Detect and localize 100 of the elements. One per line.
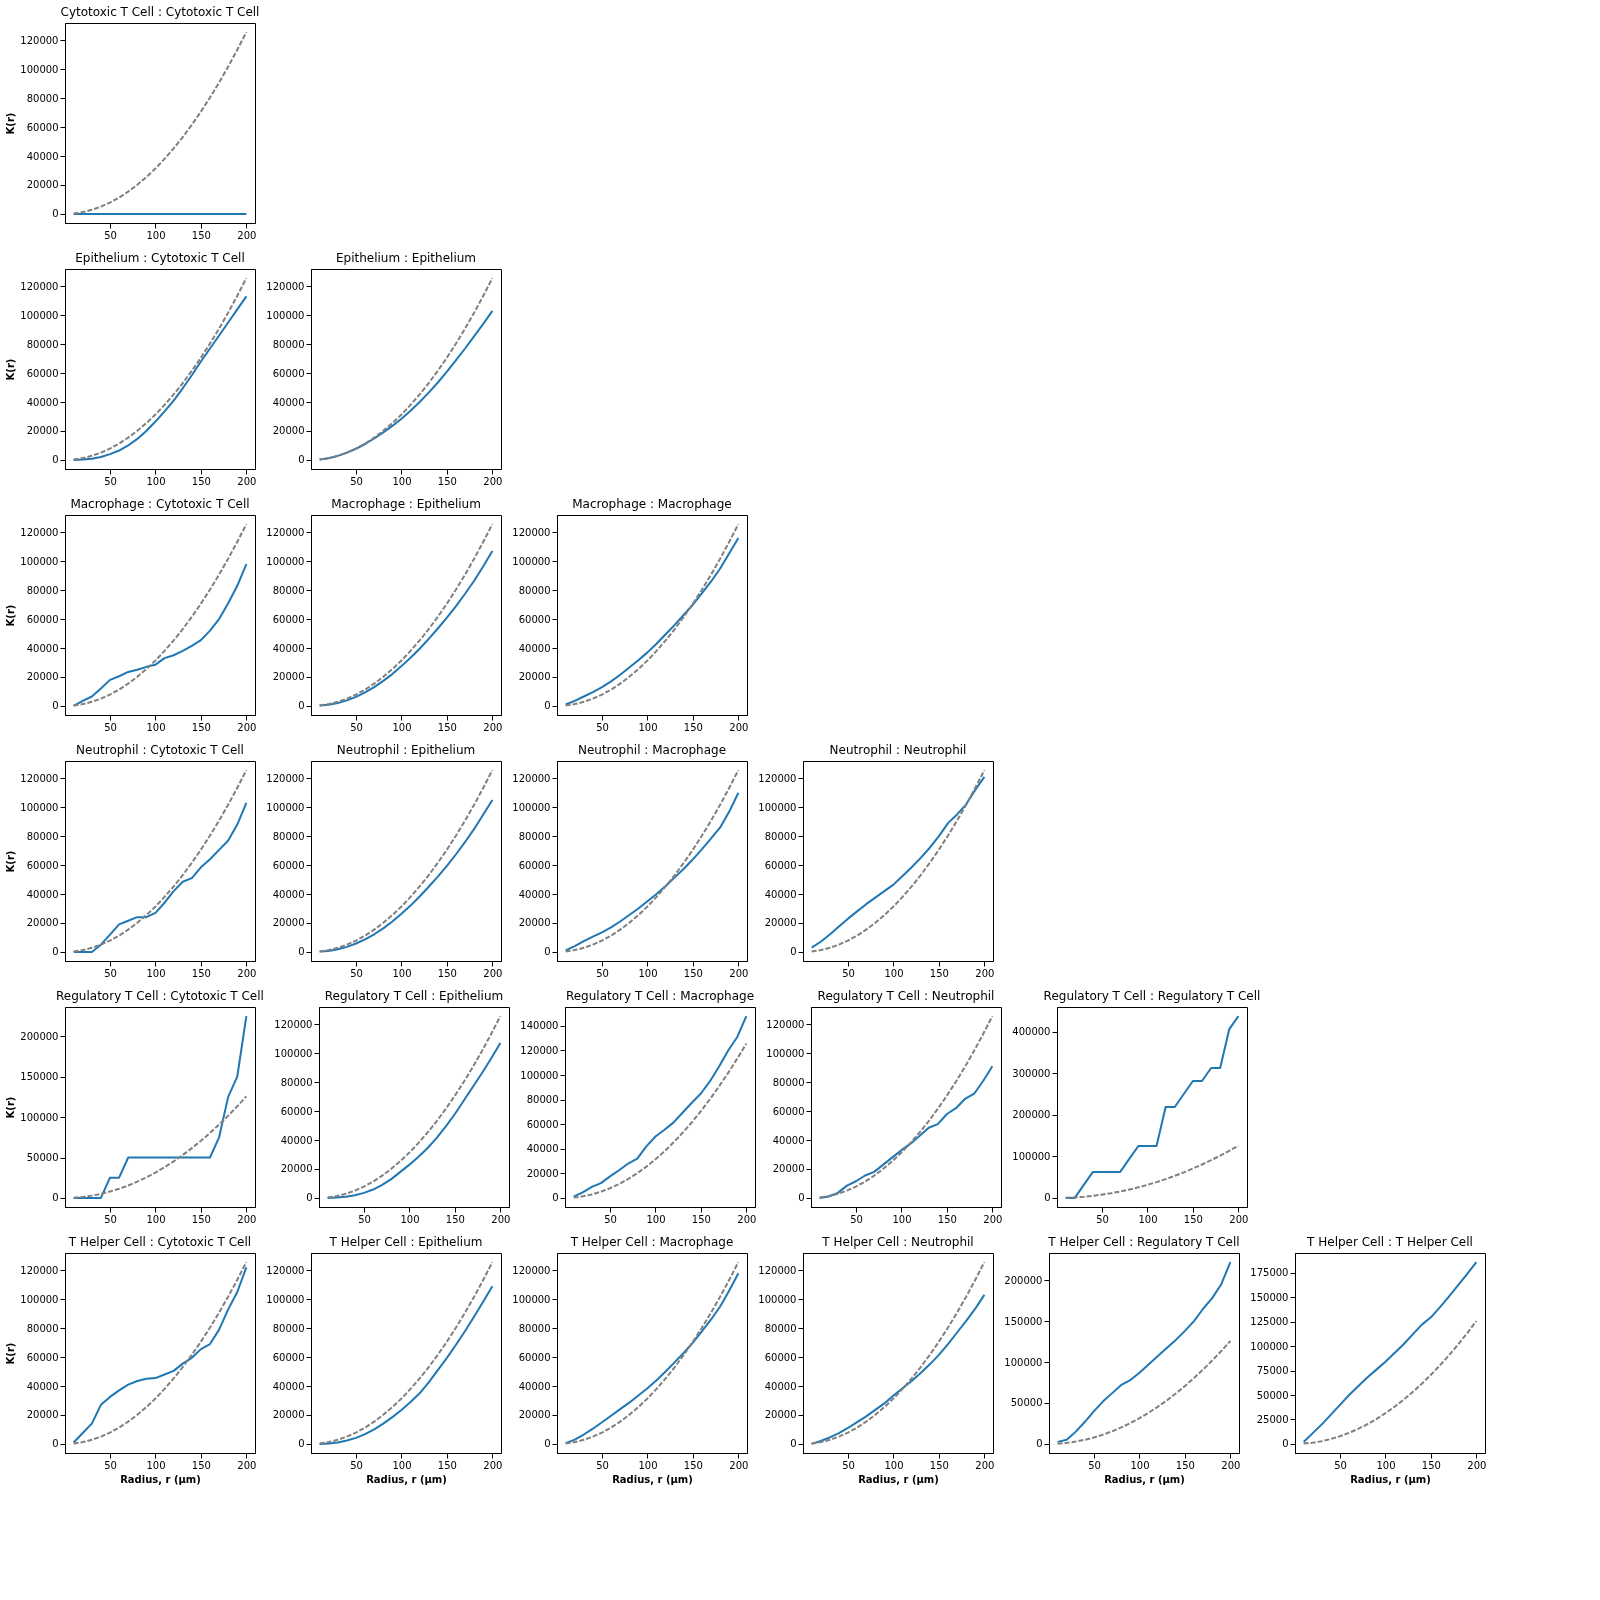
y-tick-label: 80000	[272, 338, 305, 350]
y-tick-label: 120000	[20, 526, 59, 538]
y-tick-label: 0	[1036, 1438, 1043, 1450]
x-tick-label: 100	[638, 967, 658, 979]
y-axis-title: K(r)	[5, 358, 17, 381]
chart-title: Macrophage : Macrophage	[572, 497, 732, 511]
x-tick-label: 50	[596, 721, 609, 733]
chart-title: Regulatory T Cell : Macrophage	[565, 989, 755, 1003]
y-tick-label: 80000	[280, 1076, 313, 1088]
y-tick-label: 20000	[764, 1409, 797, 1421]
x-tick-label: 200	[1221, 1459, 1241, 1471]
y-tick-label: 80000	[518, 584, 551, 596]
y-tick-label: 0	[52, 454, 59, 466]
line-series	[1064, 1144, 1240, 1199]
y-tick-label: 120000	[20, 772, 59, 784]
y-tick-label: 80000	[26, 584, 59, 596]
y-tick-label: 0	[1282, 1438, 1289, 1450]
y-tick-label: 20000	[272, 917, 305, 929]
y-tick-label: 60000	[764, 859, 797, 871]
y-tick-label: 100000	[20, 801, 59, 813]
y-tick-label: 20000	[518, 671, 551, 683]
y-tick-label: 20000	[518, 917, 551, 929]
y-tick-label: 100000	[20, 63, 59, 75]
y-tick-label: 40000	[280, 1134, 313, 1146]
y-tick-label: 100000	[20, 309, 59, 321]
y-tick-label: 0	[52, 1192, 59, 1204]
y-tick-label: 120000	[266, 280, 305, 292]
chart-title: Regulatory T Cell : Regulatory T Cell	[1043, 989, 1261, 1003]
x-tick-label: 50	[350, 721, 363, 733]
y-tick-label: 120000	[512, 1264, 551, 1276]
x-tick-label: 50	[350, 475, 363, 487]
y-tick-label: 80000	[26, 338, 59, 350]
y-tick-label: 40000	[272, 396, 305, 408]
y-tick-label: 100000	[512, 1293, 551, 1305]
chart-title: Regulatory T Cell : Neutrophil	[817, 989, 995, 1003]
x-tick-label: 50	[104, 475, 117, 487]
y-tick-label: 80000	[772, 1076, 805, 1088]
y-tick-label: 120000	[20, 280, 59, 292]
y-tick-label: 20000	[26, 1409, 59, 1421]
y-tick-label: 0	[544, 1438, 551, 1450]
y-tick-label: 120000	[266, 526, 305, 538]
x-tick-label: 150	[683, 1459, 703, 1471]
x-tick-label: 50	[1088, 1459, 1101, 1471]
x-tick-label: 150	[1421, 1459, 1441, 1471]
x-tick-label: 100	[146, 475, 166, 487]
y-tick-label: 60000	[26, 367, 59, 379]
y-tick-label: 40000	[272, 642, 305, 654]
x-tick-label: 150	[929, 1459, 949, 1471]
x-tick-label: 100	[1138, 1213, 1158, 1225]
y-tick-label: 50000	[26, 1152, 59, 1164]
x-tick-label: 50	[850, 1213, 863, 1225]
y-tick-label: 60000	[26, 613, 59, 625]
y-tick-label: 60000	[764, 1351, 797, 1363]
line-series	[318, 798, 494, 953]
x-tick-label: 150	[191, 1213, 211, 1225]
line-series	[572, 1015, 748, 1198]
y-tick-label: 125000	[1250, 1316, 1289, 1328]
y-tick-label: 80000	[526, 1094, 559, 1106]
y-tick-label: 0	[798, 1192, 805, 1204]
chart-title: Macrophage : Epithelium	[331, 497, 481, 511]
y-tick-label: 20000	[518, 1409, 551, 1421]
y-tick-label: 100000	[758, 801, 797, 813]
chart-title: T Helper Cell : Epithelium	[328, 1235, 483, 1249]
y-tick-label: 60000	[26, 121, 59, 133]
x-tick-label: 200	[975, 1459, 995, 1471]
y-axis-title: K(r)	[5, 850, 17, 873]
x-tick-label: 200	[237, 475, 257, 487]
x-tick-label: 200	[483, 475, 503, 487]
y-tick-label: 80000	[764, 830, 797, 842]
x-tick-label: 100	[146, 1459, 166, 1471]
x-tick-label: 100	[884, 1459, 904, 1471]
x-tick-label: 100	[638, 1459, 658, 1471]
x-tick-label: 50	[596, 967, 609, 979]
y-tick-label: 120000	[512, 772, 551, 784]
x-axis-title: Radius, r (μm)	[1350, 1473, 1431, 1485]
y-tick-label: 120000	[766, 1018, 805, 1030]
y-tick-label: 0	[52, 700, 59, 712]
x-tick-label: 200	[237, 967, 257, 979]
y-tick-label: 80000	[26, 92, 59, 104]
x-tick-label: 150	[445, 1213, 465, 1225]
y-tick-label: 100000	[512, 555, 551, 567]
line-series	[72, 563, 248, 707]
x-tick-label: 50	[104, 229, 117, 241]
chart-title: Neutrophil : Cytotoxic T Cell	[76, 743, 244, 757]
y-tick-label: 20000	[272, 1409, 305, 1421]
x-tick-label: 100	[146, 229, 166, 241]
x-axis-title: Radius, r (μm)	[366, 1473, 447, 1485]
x-tick-label: 150	[437, 967, 457, 979]
y-tick-label: 0	[306, 1192, 313, 1204]
x-tick-label: 200	[729, 967, 749, 979]
y-tick-label: 40000	[518, 888, 551, 900]
x-tick-label: 100	[392, 1459, 412, 1471]
x-tick-label: 200	[729, 721, 749, 733]
x-tick-label: 100	[892, 1213, 912, 1225]
y-tick-label: 40000	[272, 1380, 305, 1392]
y-tick-label: 50000	[1256, 1389, 1289, 1401]
y-tick-label: 0	[298, 946, 305, 958]
y-tick-label: 200000	[1004, 1274, 1043, 1286]
chart-title: Epithelium : Epithelium	[335, 251, 477, 265]
x-tick-label: 100	[392, 721, 412, 733]
